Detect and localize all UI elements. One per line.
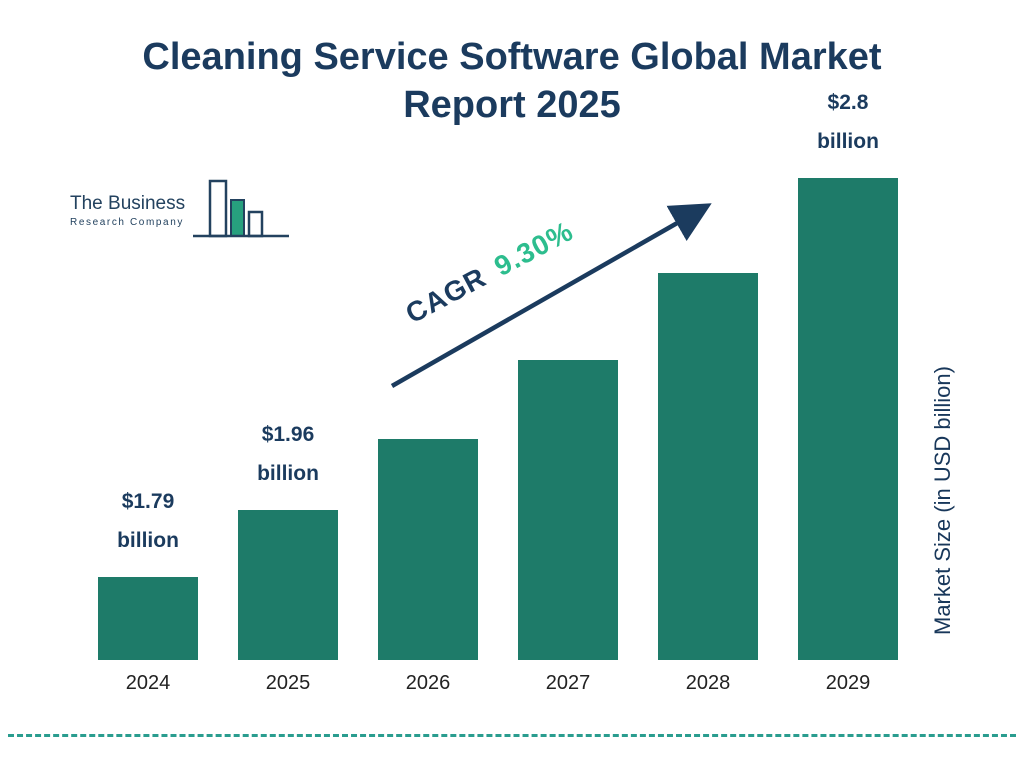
logo-subname: Research Company	[70, 217, 184, 228]
bar	[98, 577, 198, 660]
bar	[518, 360, 618, 660]
bar-value-label: $2.8 billion	[817, 91, 879, 154]
x-axis-tick-label: 2027	[545, 672, 591, 694]
x-axis-tick-label: 2025	[265, 672, 311, 694]
x-axis-tick-label: 2024	[125, 672, 171, 694]
bar-column-2028: 2028	[658, 273, 758, 694]
bar-column-2025: $1.96 billion 2025	[238, 416, 338, 694]
bar	[798, 178, 898, 660]
bar	[378, 439, 478, 660]
company-logo: The Business Research Company	[70, 178, 291, 242]
bar-column-2026: 2026	[378, 439, 478, 694]
bar	[658, 273, 758, 660]
bar	[238, 510, 338, 660]
logo-name: The Business	[70, 193, 186, 214]
x-axis-tick-label: 2028	[685, 672, 731, 694]
bottom-dashed-divider	[8, 734, 1016, 737]
company-logo-text: The Business Research Company	[70, 193, 185, 242]
bar-chart: $1.79 billion 2024 $1.96 billion 2025 2026 2027…	[98, 84, 898, 694]
logo-bar-chart-icon	[193, 179, 290, 238]
cagr-trend-arrow	[390, 203, 712, 388]
page-title: Cleaning Service Software Global Market …	[142, 36, 882, 126]
x-axis-tick-label: 2026	[405, 672, 451, 694]
bar-column-2027: 2027	[518, 360, 618, 694]
bar-value-label: $1.96 billion	[257, 423, 319, 486]
bar-column-2029: $2.8 billion 2029	[798, 84, 898, 694]
bar-column-2024: $1.79 billion 2024	[98, 483, 198, 694]
x-axis-tick-label: 2029	[825, 672, 871, 694]
bar-value-label: $1.79 billion	[117, 490, 179, 553]
y-axis-label: Market Size (in USD billion)	[930, 366, 955, 636]
